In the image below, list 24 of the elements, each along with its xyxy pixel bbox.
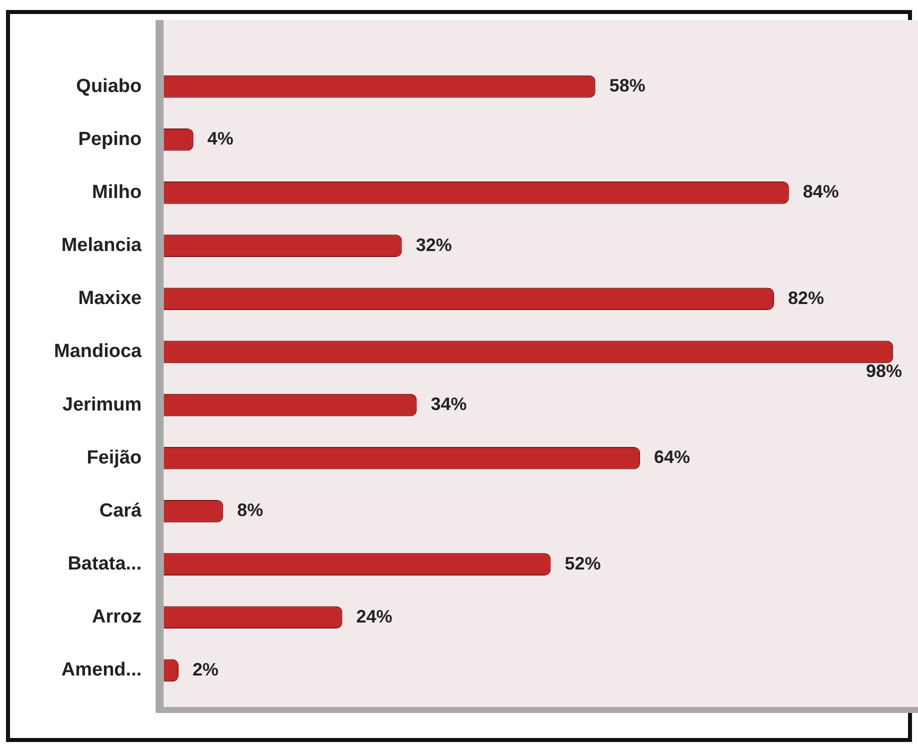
y-tick-label: Pepino xyxy=(78,128,142,150)
data-label: 2% xyxy=(192,659,219,680)
data-label: 84% xyxy=(802,182,839,202)
y-tick-label: Jerimum xyxy=(62,394,142,416)
y-tick-label: Milho xyxy=(92,182,142,203)
data-label: 32% xyxy=(416,234,452,255)
y-tick-label: Amend... xyxy=(61,660,142,681)
data-label: 98% xyxy=(866,360,902,381)
y-tick-label: Maxixe xyxy=(78,288,142,310)
data-label: 64% xyxy=(654,447,690,468)
y-tick-label: Mandioca xyxy=(54,341,142,362)
data-label: 4% xyxy=(207,128,234,149)
y-tick-label: Feijão xyxy=(86,447,142,468)
y-tick-label: Batata... xyxy=(68,554,142,575)
y-tick-label: Melancia xyxy=(61,235,142,256)
data-label: 52% xyxy=(564,553,601,574)
data-label: 34% xyxy=(430,394,467,414)
y-tick-label: Arroz xyxy=(92,606,142,628)
y-tick-label: Quiabo xyxy=(76,76,142,97)
data-label: 8% xyxy=(237,500,264,520)
data-label: 82% xyxy=(788,288,824,308)
y-tick-label: Cará xyxy=(99,500,142,522)
data-label: 58% xyxy=(609,76,646,96)
data-label: 24% xyxy=(356,606,392,626)
